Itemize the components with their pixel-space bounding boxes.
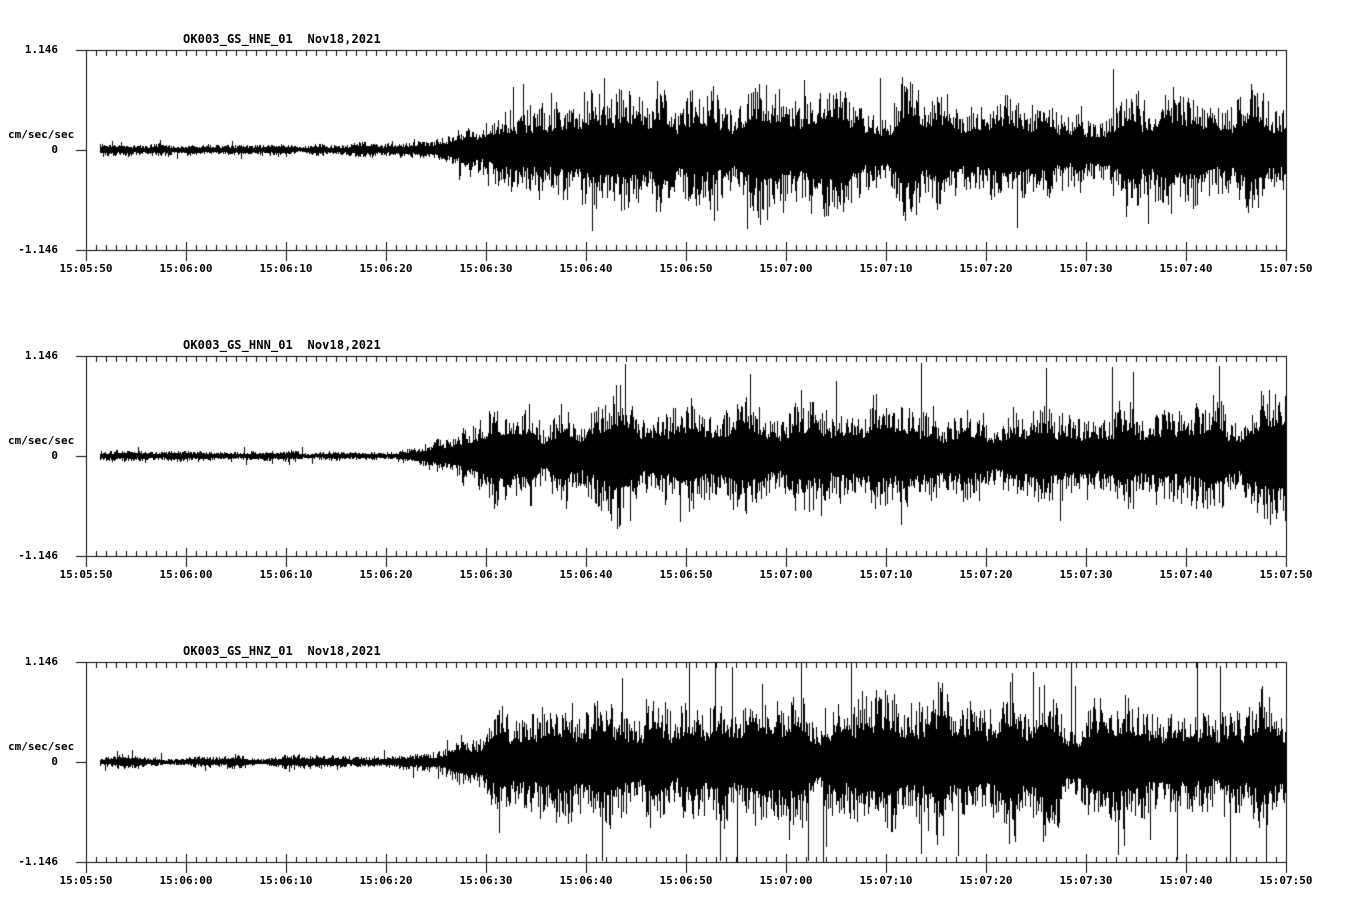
waveform-canvas bbox=[60, 650, 1300, 882]
y-axis-min-label: -1.146 bbox=[18, 855, 58, 868]
waveform-canvas bbox=[60, 344, 1300, 576]
y-axis-min-label: -1.146 bbox=[18, 549, 58, 562]
y-axis-max-label: 1.146 bbox=[24, 655, 58, 668]
y-axis-zero-label: 0 bbox=[51, 449, 58, 462]
y-axis-min-label: -1.146 bbox=[18, 243, 58, 256]
y-axis-units-label: cm/sec/sec bbox=[8, 434, 75, 447]
y-axis-units-label: cm/sec/sec bbox=[8, 128, 75, 141]
y-axis-units-label: cm/sec/sec bbox=[8, 740, 75, 753]
y-axis-zero-label: 0 bbox=[51, 143, 58, 156]
waveform-canvas bbox=[60, 38, 1300, 270]
y-axis-max-label: 1.146 bbox=[24, 349, 58, 362]
y-axis-max-label: 1.146 bbox=[24, 43, 58, 56]
y-axis-zero-label: 0 bbox=[51, 755, 58, 768]
